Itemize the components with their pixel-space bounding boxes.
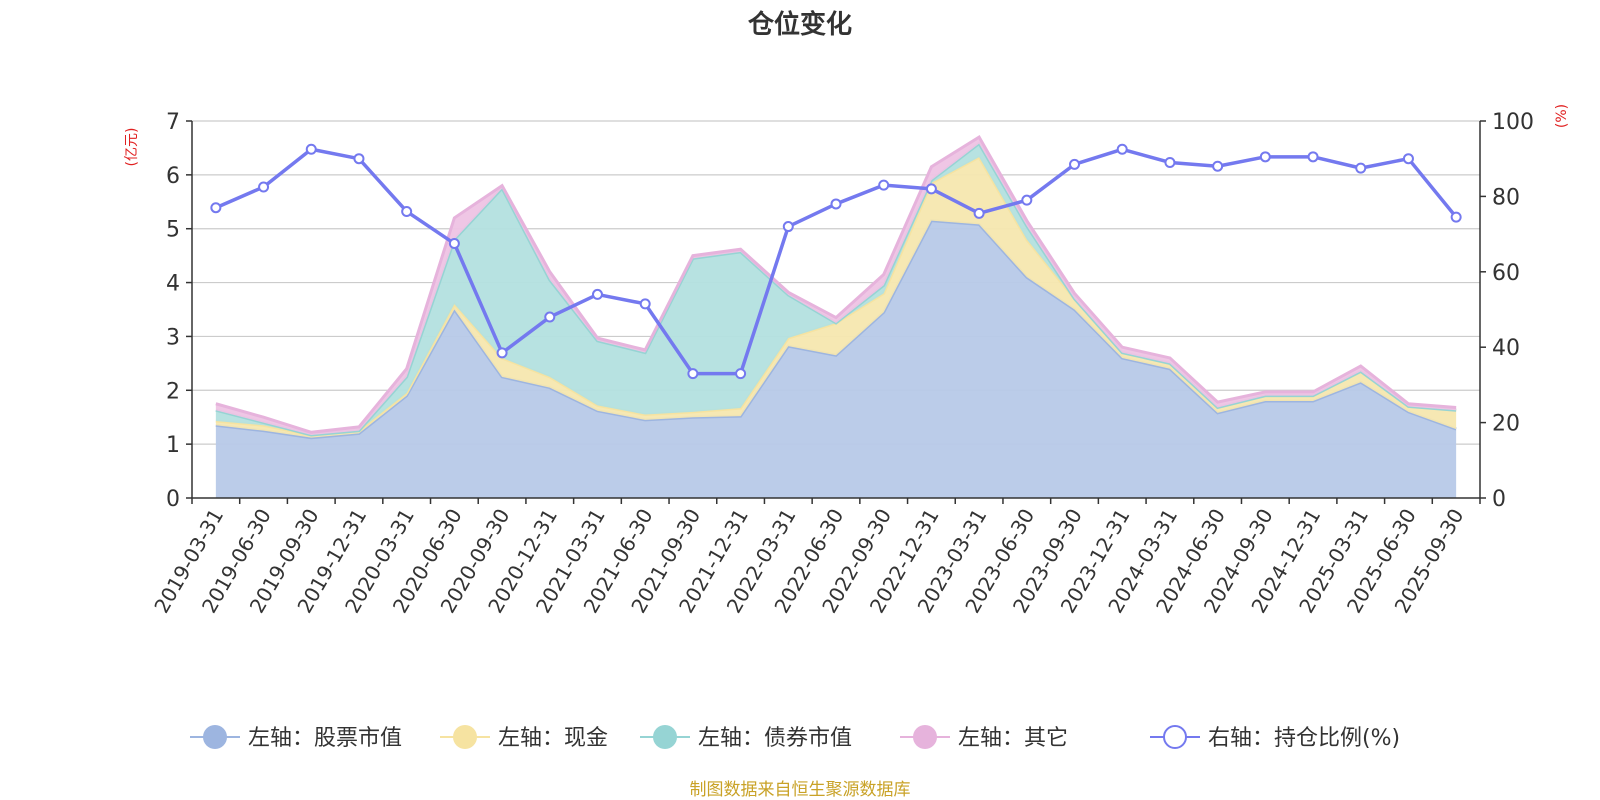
source-footer: 制图数据来自恒生聚源数据库 (690, 780, 911, 800)
ratio-point (735, 368, 747, 380)
ratio-point (1069, 158, 1081, 170)
ratio-point (1307, 151, 1319, 163)
legend: 左轴：股票市值 左轴：现金 左轴：债券市值 左轴：其它 右轴：持仓比例(%) (190, 725, 1400, 751)
ratio-point (210, 202, 222, 214)
right-tick-label: 100 (1492, 110, 1534, 135)
left-tick-label: 7 (166, 110, 180, 135)
ratio-point (687, 368, 699, 380)
legend-marker (913, 725, 937, 749)
right-axis-unit: (%) (1554, 104, 1570, 128)
ratio-point (1402, 153, 1414, 165)
ratio-point (1355, 162, 1367, 174)
ratio-point (1212, 160, 1224, 172)
legend-marker (653, 725, 677, 749)
ratio-point (591, 288, 603, 300)
left-tick-label: 3 (166, 325, 180, 350)
left-tick-label: 2 (166, 379, 180, 404)
right-tick-label: 80 (1492, 185, 1520, 210)
stacked-areas (215, 135, 1457, 498)
legend-label: 左轴：债券市值 (698, 726, 852, 751)
ratio-point (401, 205, 413, 217)
chart-title: 仓位变化 (747, 9, 852, 40)
legend-item-2: 左轴：现金 (440, 725, 608, 751)
legend-item-1: 左轴：股票市值 (190, 725, 402, 751)
area-3 (215, 143, 1457, 435)
area-edge-4 (215, 135, 1457, 434)
ratio-point (353, 153, 365, 165)
ratio-point (925, 183, 937, 195)
left-tick-label: 4 (166, 272, 180, 297)
legend-marker (203, 725, 227, 749)
legend-label: 右轴：持仓比例(%) (1208, 726, 1400, 751)
left-tick-label: 0 (166, 487, 180, 512)
ratio-point (258, 181, 270, 193)
legend-item-3: 左轴：债券市值 (640, 725, 852, 751)
ratio-point (878, 179, 890, 191)
ratio-line-series (210, 143, 1462, 380)
ratio-point (1164, 156, 1176, 168)
ratio-point (1450, 211, 1462, 223)
ratio-point (639, 298, 651, 310)
legend-label: 左轴：股票市值 (248, 726, 402, 751)
area-1 (215, 220, 1457, 498)
left-tick-label: 1 (166, 433, 180, 458)
ratio-point (782, 221, 794, 233)
ratio-point (973, 207, 985, 219)
legend-marker (1163, 725, 1187, 749)
right-tick-label: 20 (1492, 412, 1520, 437)
right-tick-label: 0 (1492, 487, 1506, 512)
left-tick-label: 5 (166, 218, 180, 243)
right-tick-label: 60 (1492, 261, 1520, 286)
legend-marker (453, 725, 477, 749)
legend-label: 左轴：其它 (958, 726, 1068, 751)
ratio-point (496, 347, 508, 359)
left-tick-label: 6 (166, 164, 180, 189)
ratio-point (544, 311, 556, 323)
ratio-point (1259, 151, 1271, 163)
right-tick-label: 40 (1492, 336, 1520, 361)
left-axis-unit: (亿元) (124, 128, 140, 167)
legend-item-5: 右轴：持仓比例(%) (1150, 725, 1400, 751)
ratio-point (448, 238, 460, 250)
ratio-point (830, 198, 842, 210)
ratio-point (305, 143, 317, 155)
ratio-point (1116, 143, 1128, 155)
ratio-point (1021, 194, 1033, 206)
legend-label: 左轴：现金 (498, 726, 608, 751)
legend-item-4: 左轴：其它 (900, 725, 1068, 751)
